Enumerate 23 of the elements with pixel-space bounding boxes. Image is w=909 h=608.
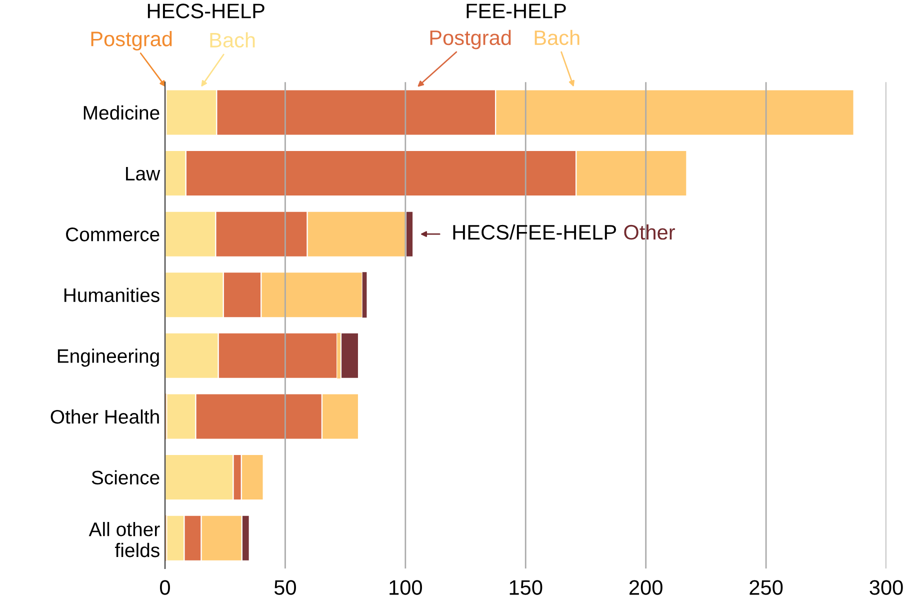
text: FEE-HELP [466,4,566,18]
annotation: HECS/FEE-HELP [453,224,616,240]
x-tick-label: 0 [160,580,170,595]
series-label: Postgrad [430,30,511,50]
text: Bach [210,32,255,48]
text: Other [624,224,675,240]
y-tick-label: Other Health [50,409,159,424]
x-tick-label: 150 [510,580,542,595]
y-tick-label: Commerce [66,228,160,242]
text: HECS-HELP [148,4,264,18]
x-tick-label: 100 [390,580,422,595]
y-tick-label: Engineering [58,348,159,367]
x-tick-label: 200 [630,580,662,595]
x-tick-label: 250 [750,580,783,595]
text: Bach [534,30,580,46]
series-label: Postgrad [91,31,172,50]
y-tick-label: Medicine [84,105,160,120]
y-tick-label: Law [126,166,160,181]
y-tick-label: Humanities [64,288,160,302]
x-tick-label: 300 [870,580,903,595]
y-tick-label: All other fields [88,522,160,558]
x-tick-label: 50 [274,580,296,595]
y-tick-label: Science [92,470,160,485]
